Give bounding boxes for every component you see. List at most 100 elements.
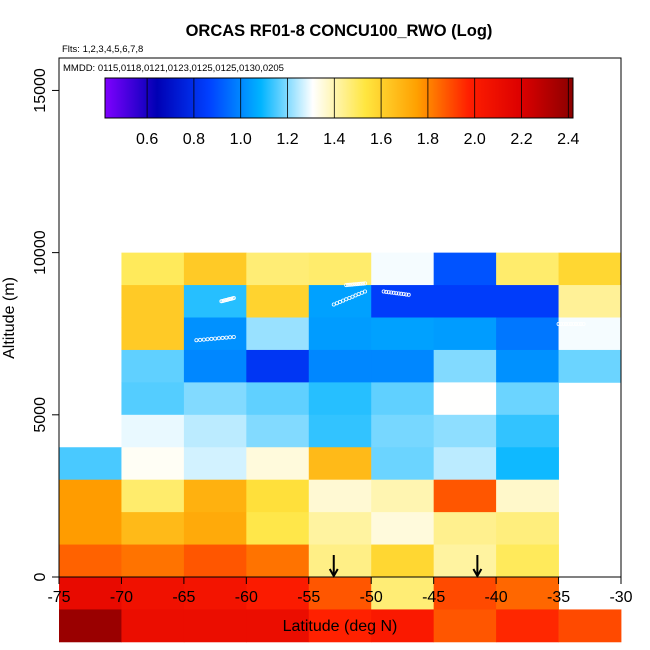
heatmap-cell — [308, 252, 372, 286]
y-axis-label: Altitude (m) — [1, 277, 18, 359]
heatmap-cell — [433, 577, 497, 610]
y-axis: 0 5000 10000 15000 — [32, 58, 60, 581]
heatmap-cell — [308, 317, 372, 351]
heatmap-cell — [183, 479, 247, 513]
flight-track-point — [224, 335, 229, 340]
heatmap-cell — [121, 609, 185, 643]
heatmap-cell — [183, 512, 247, 545]
heatmap-cell — [246, 512, 310, 545]
x-tick-label: -50 — [360, 589, 383, 606]
flight-track-point — [386, 290, 391, 295]
location-arrows — [328, 555, 483, 579]
heatmap-cell — [496, 609, 559, 643]
heatmap-cell — [496, 544, 559, 578]
heatmap-cell — [433, 479, 497, 513]
heatmap-cells — [59, 252, 622, 643]
heatmap-cell — [183, 414, 247, 448]
heatmap-cell — [371, 382, 435, 416]
heatmap-cell — [183, 577, 247, 610]
heatmap-cell — [183, 317, 247, 351]
flight-track-point — [384, 289, 389, 294]
heatmap-cell — [433, 609, 497, 643]
colorbar-tick-label: 1.0 — [230, 131, 252, 148]
heatmap-cell — [246, 577, 310, 610]
flight-track-point — [216, 336, 221, 341]
flight-track-point — [104, 191, 109, 196]
heatmap-cell — [59, 577, 122, 610]
flight-track-point — [201, 337, 206, 342]
heatmap-cell — [246, 414, 310, 448]
x-tick-label: -35 — [547, 589, 570, 606]
chart-title: ORCAS RF01-8 CONCU100_RWO (Log) — [186, 22, 493, 40]
heatmap-cell — [183, 544, 247, 578]
flight-track-point — [344, 297, 349, 302]
colorbar-tick-label: 1.6 — [370, 131, 392, 148]
flight-track-point — [381, 289, 386, 294]
heatmap-cell — [496, 577, 559, 610]
colorbar-gradient — [105, 78, 573, 118]
heatmap-cell — [246, 544, 310, 578]
heatmap-cell — [246, 317, 310, 351]
x-tick-label: -40 — [485, 589, 508, 606]
colorbar-tick-label: 1.2 — [276, 131, 298, 148]
heatmap-cell — [496, 414, 559, 448]
x-tick-label: -55 — [297, 589, 320, 606]
heatmap-cell — [308, 512, 372, 545]
flight-track-point — [353, 282, 358, 287]
flight-track-point — [351, 282, 356, 287]
heatmap-cell — [558, 349, 622, 383]
y-tick-label: 15000 — [32, 68, 49, 113]
flight-track-point — [220, 335, 225, 340]
flight-track-point — [154, 188, 159, 193]
heatmap-cell — [371, 577, 435, 610]
heatmap-cell — [433, 414, 497, 448]
flights-label: Flts: 1,2,3,4,5,6,7,8 — [62, 44, 143, 55]
y-tick-label: 5000 — [32, 397, 49, 433]
heatmap-cell — [59, 447, 122, 481]
heatmap-cell — [308, 447, 372, 481]
flight-track-point — [194, 185, 199, 190]
x-tick-label: -75 — [47, 589, 70, 606]
heatmap-cell — [308, 544, 372, 578]
heatmap-cell — [183, 609, 247, 643]
flight-track-point — [213, 336, 218, 341]
heatmap-cell — [496, 382, 559, 416]
flight-track-point — [406, 292, 411, 297]
heatmap-cell — [371, 252, 435, 286]
flight-track-point — [396, 291, 401, 296]
flight-track-point — [198, 337, 203, 342]
colorbar-tick-label: 2.0 — [464, 131, 486, 148]
flight-track-point — [209, 336, 214, 341]
dates-label: MMDD: 0115,0118,0121,0123,0125,0125,0130… — [63, 63, 284, 74]
flight-track-point — [94, 192, 99, 197]
heatmap-cell — [308, 577, 372, 610]
x-axis: -75 -70 -65 -60 -55 -50 -45 -40 -35 -30 — [47, 576, 633, 606]
heatmap-cell — [246, 349, 310, 383]
heatmap-cell — [433, 447, 497, 481]
heatmap-cell — [121, 285, 185, 318]
heatmap-cell — [433, 544, 497, 578]
heatmap-cell — [246, 285, 310, 318]
flight-track-point — [569, 321, 574, 326]
flight-track-point — [576, 321, 581, 326]
colorbar-tick-label: 0.8 — [183, 131, 205, 148]
colorbar: 0.6 0.8 1.0 1.2 1.4 1.6 1.8 2.0 2.2 2.4 — [104, 77, 580, 148]
heatmap-cell — [183, 382, 247, 416]
flight-track-point — [561, 321, 566, 326]
flight-track-point — [228, 335, 233, 340]
heatmap-cell — [121, 577, 185, 610]
flight-track-point — [231, 334, 236, 339]
flight-track-point — [564, 321, 569, 326]
heatmap-cell — [496, 349, 559, 383]
heatmap-cell — [121, 252, 185, 286]
heatmap-cell — [371, 414, 435, 448]
flight-track-point — [401, 292, 406, 297]
heatmap-cell — [371, 349, 435, 383]
heatmap-cell — [121, 544, 185, 578]
flight-track-point — [231, 295, 236, 300]
heatmap-cell — [183, 285, 247, 318]
heatmap-cell — [183, 447, 247, 481]
x-tick-label: -70 — [110, 589, 133, 606]
y-tick-label: 0 — [32, 572, 49, 581]
flight-track-point — [559, 321, 564, 326]
